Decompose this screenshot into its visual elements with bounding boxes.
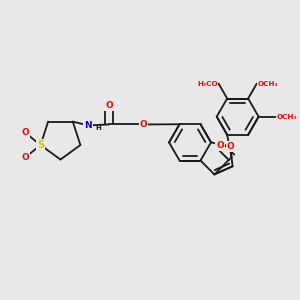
Text: S: S bbox=[37, 140, 44, 150]
Text: O: O bbox=[140, 120, 147, 129]
Text: O: O bbox=[226, 142, 234, 151]
Text: H₃CO: H₃CO bbox=[197, 81, 218, 87]
Text: OCH₃: OCH₃ bbox=[277, 114, 297, 120]
Text: O: O bbox=[105, 101, 113, 110]
Text: O: O bbox=[216, 141, 224, 150]
Text: H: H bbox=[96, 125, 101, 131]
Text: OCH₃: OCH₃ bbox=[258, 81, 278, 87]
Text: O: O bbox=[21, 153, 29, 162]
Text: N: N bbox=[84, 121, 92, 130]
Text: O: O bbox=[21, 128, 29, 137]
